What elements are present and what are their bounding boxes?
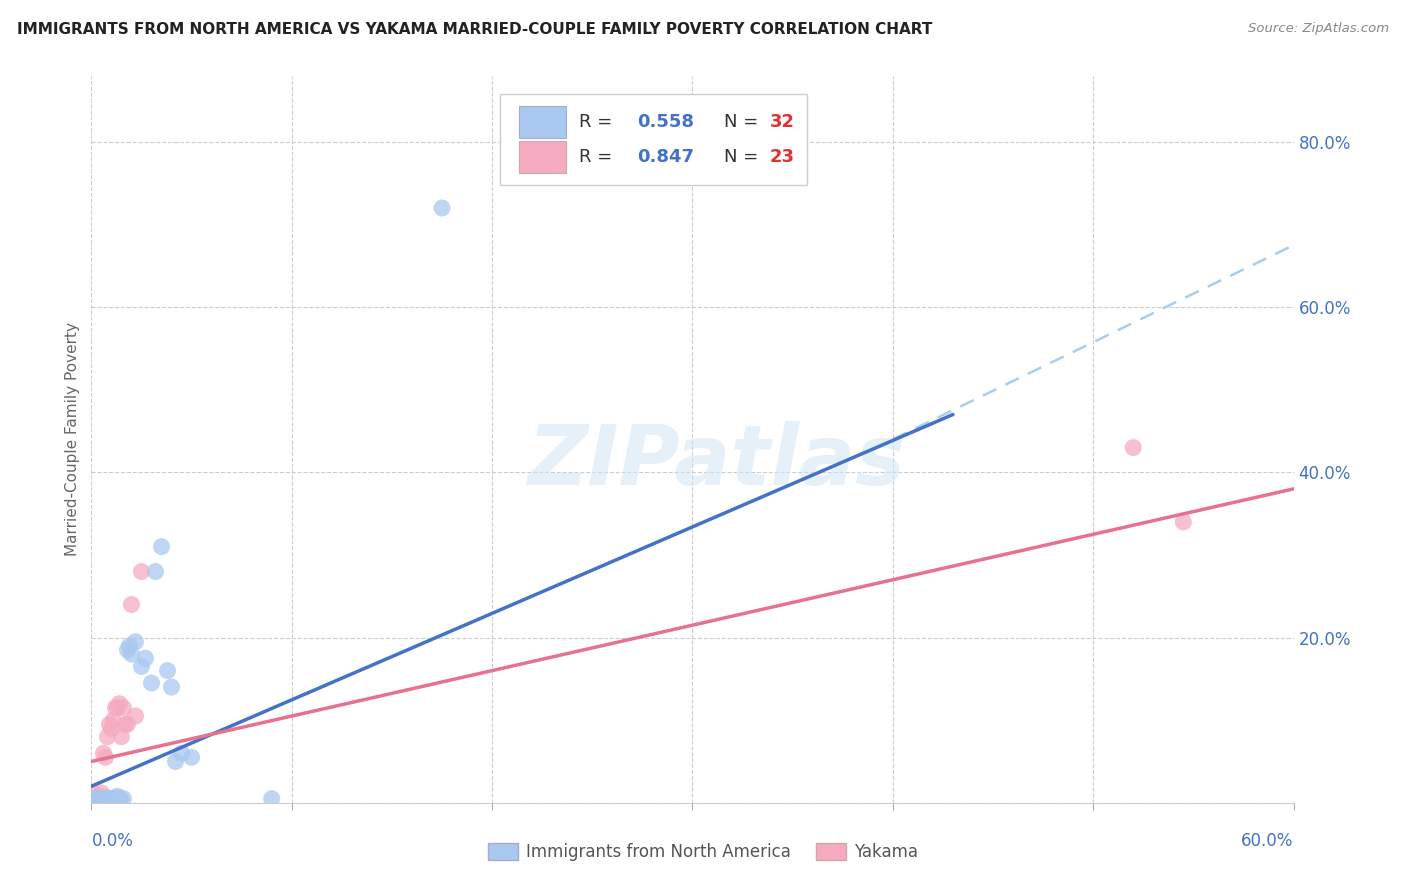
Point	[124, 709, 146, 723]
Point	[108, 697, 131, 711]
Point	[121, 647, 143, 661]
Point	[96, 730, 118, 744]
Point	[82, 791, 104, 805]
Text: 32: 32	[769, 112, 794, 130]
Point	[93, 746, 115, 760]
Point	[117, 717, 139, 731]
Point	[94, 792, 117, 806]
Legend: Immigrants from North America, Yakama: Immigrants from North America, Yakama	[481, 836, 925, 868]
Point	[121, 598, 143, 612]
Point	[134, 651, 156, 665]
Point	[103, 713, 125, 727]
Point	[110, 730, 132, 744]
Point	[165, 755, 187, 769]
Point	[84, 788, 107, 802]
Text: 60.0%: 60.0%	[1241, 832, 1294, 850]
Point	[103, 792, 125, 806]
Text: R =: R =	[579, 148, 619, 166]
Point	[1122, 441, 1144, 455]
Point	[93, 791, 115, 805]
Point	[150, 540, 173, 554]
Point	[117, 643, 139, 657]
Point	[131, 659, 153, 673]
Point	[112, 791, 135, 805]
Text: 0.0%: 0.0%	[91, 832, 134, 850]
FancyBboxPatch shape	[501, 94, 807, 185]
Text: 0.847: 0.847	[637, 148, 695, 166]
Point	[100, 791, 122, 805]
Point	[96, 790, 118, 805]
Point	[86, 792, 108, 806]
Point	[84, 793, 107, 807]
Text: 23: 23	[769, 148, 794, 166]
Point	[98, 717, 121, 731]
Point	[90, 786, 112, 800]
Text: Source: ZipAtlas.com: Source: ZipAtlas.com	[1249, 22, 1389, 36]
FancyBboxPatch shape	[519, 105, 567, 137]
Point	[160, 680, 183, 694]
Point	[100, 722, 122, 736]
Point	[89, 789, 111, 804]
Point	[114, 717, 136, 731]
Text: N =: N =	[724, 112, 763, 130]
Point	[156, 664, 179, 678]
Point	[145, 565, 167, 579]
Y-axis label: Married-Couple Family Poverty: Married-Couple Family Poverty	[65, 322, 80, 557]
Point	[89, 790, 111, 805]
Point	[107, 700, 129, 714]
Point	[131, 565, 153, 579]
Point	[180, 750, 202, 764]
Point	[430, 201, 453, 215]
Point	[141, 676, 163, 690]
Point	[170, 746, 193, 760]
Point	[90, 793, 112, 807]
Point	[104, 700, 127, 714]
Point	[260, 791, 283, 805]
Text: IMMIGRANTS FROM NORTH AMERICA VS YAKAMA MARRIED-COUPLE FAMILY POVERTY CORRELATIO: IMMIGRANTS FROM NORTH AMERICA VS YAKAMA …	[17, 22, 932, 37]
FancyBboxPatch shape	[519, 141, 567, 173]
Point	[94, 750, 117, 764]
Text: N =: N =	[724, 148, 763, 166]
Point	[104, 790, 127, 805]
Point	[124, 634, 146, 648]
Point	[98, 793, 121, 807]
Point	[107, 789, 129, 804]
Point	[82, 791, 104, 805]
Point	[108, 791, 131, 805]
Point	[112, 700, 135, 714]
Point	[86, 791, 108, 805]
Text: R =: R =	[579, 112, 619, 130]
Text: 0.558: 0.558	[637, 112, 695, 130]
Point	[118, 639, 141, 653]
Point	[110, 793, 132, 807]
Point	[1173, 515, 1195, 529]
Text: ZIPatlas: ZIPatlas	[527, 421, 905, 501]
